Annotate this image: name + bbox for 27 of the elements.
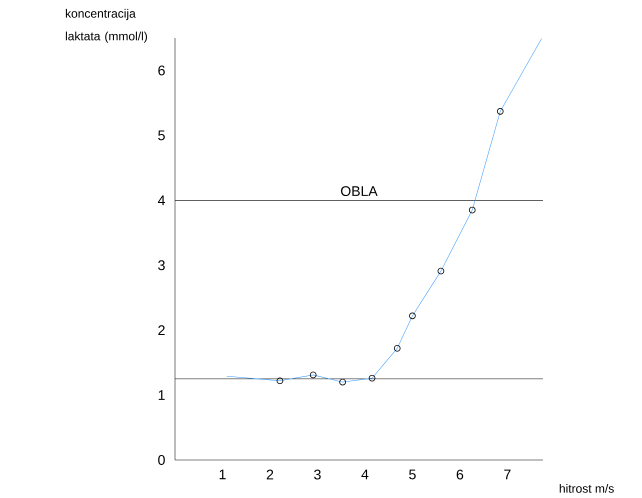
x-tick-label: 2 (266, 470, 274, 480)
x-tick-label: 6 (456, 470, 464, 480)
x-tick-label: 4 (361, 470, 368, 480)
y-tick-label: 6 (158, 66, 165, 76)
x-tick-label: 1 (220, 470, 226, 480)
y-axis-title: koncentracija laktata (mmol/l) (66, 8, 148, 43)
line-series (226, 38, 542, 382)
point (468, 206, 476, 214)
point (339, 378, 346, 386)
point (276, 377, 284, 384)
point (409, 312, 416, 320)
x-tick-label: 3 (314, 470, 321, 480)
y-tick-label: 5 (158, 130, 165, 140)
point (438, 268, 444, 274)
point (368, 374, 376, 382)
point (496, 108, 504, 115)
x-tick-label: 5 (409, 470, 416, 480)
y-tick-label: 0 (158, 455, 165, 465)
y-tick-label: 1 (158, 390, 165, 400)
y-tick-label: 3 (158, 260, 165, 270)
y-tick-label: 2 (158, 325, 165, 336)
x-axis-title: hitrost m/s (560, 484, 614, 493)
point (310, 372, 317, 378)
y-tick-label: 4 (158, 196, 165, 206)
x-tick-label: 7 (504, 470, 511, 480)
ref-line-label: OBLA (340, 186, 378, 196)
point (394, 344, 401, 352)
